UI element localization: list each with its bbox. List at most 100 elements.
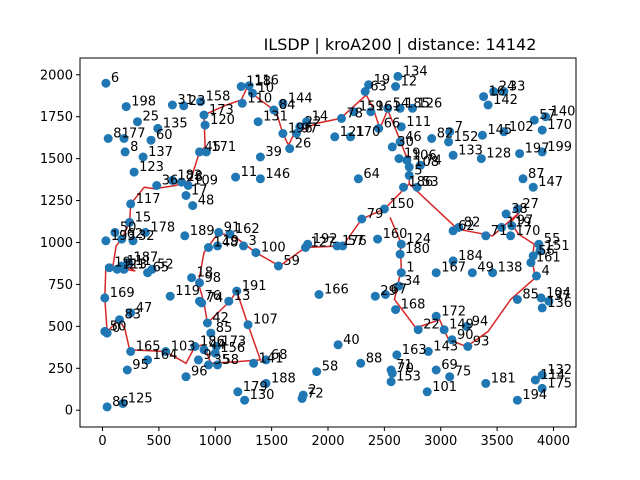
city-point xyxy=(404,170,414,180)
city-label: 16 xyxy=(489,85,506,100)
x-tick-label: 3000 xyxy=(424,434,457,449)
city-point xyxy=(119,264,129,274)
tour-route-line xyxy=(104,86,537,365)
y-tick-label: 1500 xyxy=(40,152,73,167)
city-point xyxy=(526,258,536,268)
city-point xyxy=(518,174,528,184)
city-label: 161 xyxy=(536,251,561,266)
city-point xyxy=(240,395,250,405)
x-tick-label: 1000 xyxy=(199,434,232,449)
city-point xyxy=(477,130,487,140)
city-point xyxy=(537,303,547,313)
city-label: 31 xyxy=(177,93,194,108)
city-point xyxy=(479,92,489,102)
city-point xyxy=(447,335,457,345)
city-point xyxy=(255,152,265,162)
city-label: 67 xyxy=(391,283,408,298)
city-point xyxy=(534,239,544,249)
city-point xyxy=(356,358,366,368)
city-point xyxy=(395,249,405,259)
city-point xyxy=(476,154,486,164)
city-label: 69 xyxy=(441,358,458,373)
city-point xyxy=(195,147,204,157)
city-label: 15 xyxy=(135,210,152,225)
city-label: 146 xyxy=(265,167,290,182)
city-point xyxy=(291,129,301,138)
city-point xyxy=(253,117,263,127)
city-label: 22 xyxy=(423,318,440,333)
city-point xyxy=(488,268,498,278)
city-point xyxy=(422,387,432,397)
city-label: 160 xyxy=(383,227,408,242)
city-point xyxy=(537,370,547,380)
city-point xyxy=(196,97,206,107)
city-label: 86 xyxy=(112,395,129,410)
city-point xyxy=(394,154,404,164)
city-label: 42 xyxy=(212,311,229,326)
city-label: 19 xyxy=(114,256,131,271)
city-point xyxy=(143,268,153,278)
city-label: 19 xyxy=(223,234,240,249)
city-point xyxy=(396,239,406,249)
city-point xyxy=(251,248,261,258)
city-point xyxy=(180,231,190,241)
city-point xyxy=(501,209,511,219)
city-label: 0 xyxy=(112,321,120,336)
city-point xyxy=(248,88,257,98)
city-label: 97 xyxy=(301,122,318,137)
city-label: 19 xyxy=(404,147,421,162)
city-point xyxy=(183,181,193,190)
city-label: 193 xyxy=(111,229,136,244)
city-label: 168 xyxy=(401,298,426,313)
city-label: 47 xyxy=(136,301,153,316)
city-label: 38 xyxy=(511,202,528,217)
city-point xyxy=(102,402,112,412)
y-tick-label: 750 xyxy=(48,278,73,293)
city-label: 100 xyxy=(261,241,286,256)
city-point xyxy=(165,291,175,301)
city-label: 141 xyxy=(259,351,284,366)
city-label: 26 xyxy=(295,137,312,152)
city-label: 119 xyxy=(175,284,200,299)
city-point xyxy=(439,325,449,335)
city-label: 95 xyxy=(132,358,149,373)
city-point xyxy=(404,162,414,172)
city-point xyxy=(269,105,279,115)
city-label: 171 xyxy=(211,140,236,155)
city-point xyxy=(202,318,212,328)
city-point xyxy=(467,268,477,278)
city-point xyxy=(181,372,191,382)
city-label: 144 xyxy=(288,91,313,106)
city-label: 33 xyxy=(509,80,526,95)
city-point xyxy=(541,112,551,122)
city-label: 49 xyxy=(477,261,494,276)
city-point xyxy=(167,175,177,185)
x-tick-label: 4000 xyxy=(537,434,570,449)
city-label: 183 xyxy=(177,168,202,183)
city-point xyxy=(273,261,283,271)
city-label: 156 xyxy=(220,341,245,356)
city-label: 117 xyxy=(136,192,161,207)
city-label: 124 xyxy=(406,232,431,247)
city-point xyxy=(285,144,295,154)
city-point xyxy=(396,122,406,132)
city-point xyxy=(211,342,221,351)
city-point xyxy=(512,204,522,214)
city-label: 173 xyxy=(209,103,234,118)
city-label: 107 xyxy=(253,313,278,328)
city-point xyxy=(383,103,393,113)
city-point xyxy=(100,293,110,303)
city-label: 48 xyxy=(198,194,215,209)
city-point xyxy=(140,227,150,237)
city-label: 108 xyxy=(414,155,439,170)
city-point xyxy=(243,320,253,330)
x-tick-label: 2000 xyxy=(311,434,344,449)
city-point xyxy=(399,182,408,192)
city-point xyxy=(122,365,132,375)
city-label: 127 xyxy=(311,236,336,251)
city-label: 50 xyxy=(110,319,127,334)
city-point xyxy=(314,290,324,299)
city-point xyxy=(349,107,359,117)
city-label: 196 xyxy=(288,122,313,137)
city-label: 147 xyxy=(538,175,563,190)
